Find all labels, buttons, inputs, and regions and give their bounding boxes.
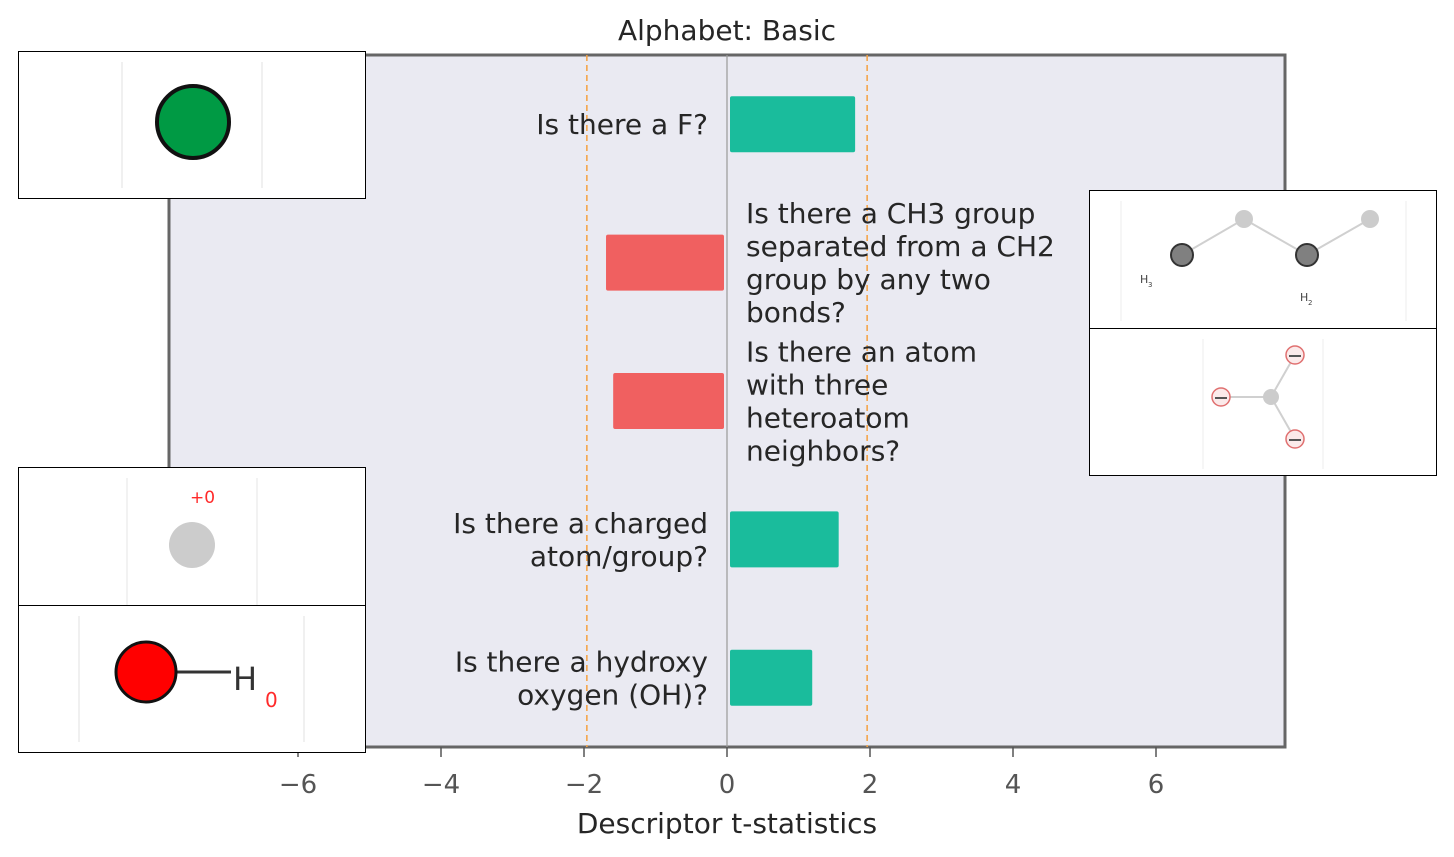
x-axis-label: Descriptor t-statistics [577, 807, 877, 840]
heteroatom-icon [1285, 429, 1305, 449]
bar [613, 373, 724, 429]
charge-label: +0 [190, 488, 215, 508]
atom-icon [1235, 210, 1253, 228]
bar-label-line: heteroatom [746, 402, 910, 435]
x-tick-label: 2 [862, 770, 879, 800]
bar-label: Is there a hydroxy oxygen (OH)? [455, 645, 708, 711]
bar-label-line: with three [746, 369, 888, 402]
significance-lines [586, 55, 868, 747]
fluorine-fragment-image [18, 51, 366, 199]
bar [730, 511, 839, 568]
bar-label-line: separated from a CH2 [746, 230, 1055, 263]
x-axis: −6 −4 −2 0 2 4 6 [279, 747, 1164, 800]
heteroatom-icon [1211, 387, 1231, 407]
ch2-subscript: 2 [1308, 299, 1312, 307]
bar-label-line: oxygen (OH)? [517, 678, 708, 711]
ch2-h-label: H [1300, 291, 1308, 304]
bar [730, 649, 813, 706]
x-tick-label: 0 [719, 770, 736, 800]
bar-label-line: Is there a F? [536, 108, 708, 141]
heteroatom-fragment-image [1089, 328, 1437, 476]
bar-label: Is there a charged atom/group? [453, 507, 708, 573]
atom-icon [1361, 210, 1379, 228]
charged-atom-fragment-image: +0 [18, 467, 366, 606]
bar-label-line: Is there a hydroxy [455, 645, 708, 678]
ch2-atom-icon [1295, 243, 1319, 267]
x-tick-label: 6 [1148, 770, 1165, 800]
hydrogen-label: H [233, 660, 257, 698]
oxygen-atom-icon [114, 640, 178, 704]
bar [606, 234, 724, 291]
bar-label: Is there a CH3 group separated from a CH2… [746, 197, 1055, 329]
hydroxy-fragment-image: H 0 [18, 605, 366, 753]
charged-atom-icon [169, 522, 215, 568]
ch3-h-label: H [1140, 273, 1148, 286]
ch3-atom-icon [1170, 243, 1194, 267]
bar-label-line: atom/group? [530, 540, 708, 573]
bar-label-line: bonds? [746, 296, 846, 329]
center-atom-icon [1263, 389, 1279, 405]
ch3-subscript: 3 [1148, 281, 1152, 289]
bars [606, 96, 856, 706]
bar [730, 96, 856, 153]
bar-label: Is there an atom with three heteroatom neig… [746, 336, 977, 468]
bar-label-line: Is there an atom [746, 336, 977, 369]
bar-label-line: Is there a CH3 group [746, 197, 1035, 230]
bar-label: Is there a F? [536, 108, 708, 141]
x-tick-label: −6 [279, 770, 317, 800]
heteroatom-icon [1285, 345, 1305, 365]
x-tick-label: −4 [422, 770, 460, 800]
bar-label-line: neighbors? [746, 435, 900, 468]
bar-label-line: Is there a charged [453, 507, 708, 540]
ch3-ch2-fragment-image: H 3 H 2 [1089, 190, 1437, 329]
chart-title: Alphabet: Basic [618, 14, 836, 47]
hydrogen-subscript: 0 [265, 688, 278, 712]
bar-labels: Is there a F? Is there a CH3 group separat… [453, 108, 1055, 711]
x-tick-label: 4 [1005, 770, 1022, 800]
x-tick-label: −2 [565, 770, 603, 800]
bar-label-line: group by any two [746, 263, 991, 296]
fluorine-atom-icon [155, 84, 231, 160]
